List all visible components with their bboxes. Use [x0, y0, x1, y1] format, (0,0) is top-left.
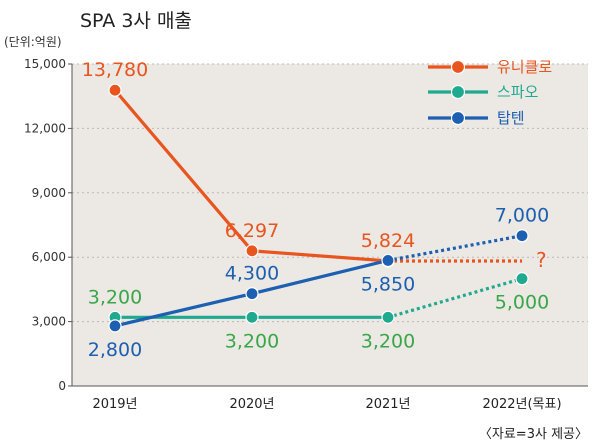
data-point	[245, 310, 259, 324]
data-label: 7,000	[495, 205, 549, 227]
data-point	[515, 272, 529, 286]
series-projection-line	[387, 234, 523, 262]
data-label: 6,297	[225, 220, 279, 242]
plot-area	[72, 64, 588, 386]
data-point	[245, 287, 259, 301]
unit-label: (단위:억원)	[4, 35, 62, 49]
data-point	[245, 244, 259, 258]
legend-label: 유니클로	[497, 58, 552, 76]
y-tick-labels: 0 3,000 6,000 9,000 12,000 15,000	[24, 57, 66, 393]
legend-item: 유니클로	[428, 58, 552, 76]
source-note: 〈자료=3사 제공〉	[479, 427, 588, 442]
x-tick-label: 2022년(목표)	[482, 397, 561, 412]
data-point	[381, 310, 395, 324]
y-tick-label: 9,000	[32, 186, 66, 200]
y-tick-label: 3,000	[32, 315, 66, 329]
grid-lines	[68, 63, 588, 387]
data-label: 5,000	[495, 292, 549, 314]
data-point	[515, 229, 529, 243]
data-label: 5,850	[361, 273, 415, 295]
legend-label: 스파오	[497, 83, 539, 101]
y-tick-label: 12,000	[24, 121, 66, 135]
y-tick-label: 15,000	[24, 57, 66, 71]
data-point	[108, 83, 122, 97]
legend-marker	[450, 110, 466, 126]
series-3: 2,800 4,300 5,850 7,000	[88, 205, 549, 361]
data-label: 3,200	[225, 330, 279, 352]
data-label: 3,200	[88, 286, 142, 308]
data-label: 2,800	[88, 339, 142, 361]
target-unknown-mark: ?	[536, 248, 547, 272]
data-label: 4,300	[225, 263, 279, 285]
legend-label: 탑텐	[497, 109, 525, 127]
x-tick-label: 2020년	[229, 397, 274, 412]
x-tick-labels: 2019년 2020년 2021년 2022년(목표)	[92, 397, 561, 412]
chart-title: SPA 3사 매출	[80, 10, 192, 32]
data-point	[108, 319, 122, 333]
data-point	[381, 253, 395, 268]
x-tick-label: 2021년	[365, 397, 410, 412]
series-projection-line	[387, 277, 523, 319]
data-label: 3,200	[361, 330, 415, 352]
y-tick-label: 0	[58, 379, 66, 393]
legend-marker	[450, 59, 466, 75]
legend-item: 스파오	[428, 83, 539, 101]
legend-item: 탑텐	[428, 109, 525, 127]
data-label: 13,780	[82, 59, 148, 81]
y-tick-label: 6,000	[32, 250, 66, 264]
x-tick-label: 2019년	[92, 397, 137, 412]
data-label: 5,824	[361, 230, 415, 252]
legend-marker	[450, 84, 466, 100]
series-2: 3,200 3,200 3,200 5,000	[88, 272, 549, 352]
